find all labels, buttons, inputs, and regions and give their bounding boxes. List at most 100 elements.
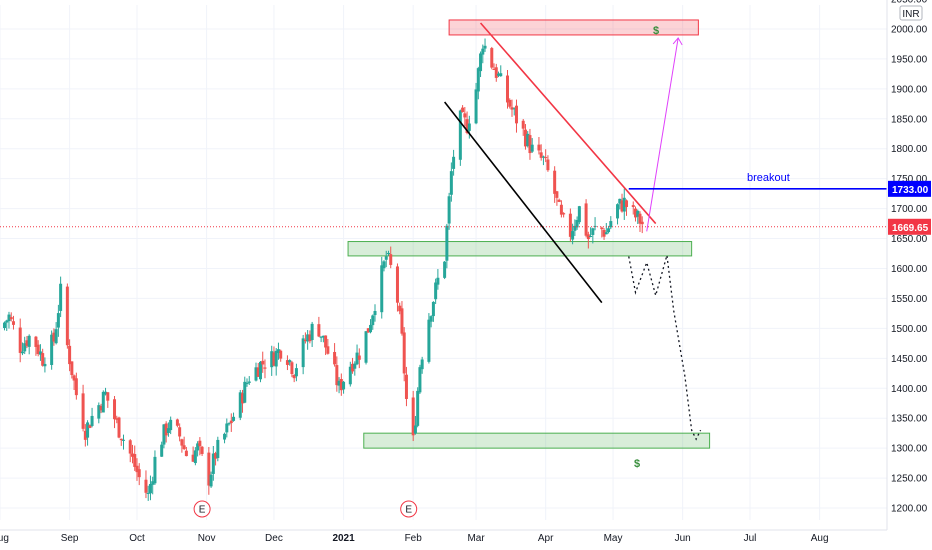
candle-body [214, 453, 218, 459]
candle-body [182, 445, 186, 450]
earnings-marker[interactable] [193, 500, 211, 518]
candle-body [254, 367, 258, 381]
candle-body [562, 213, 566, 215]
y-tick-label: 2000.00 [891, 24, 928, 35]
candle-body [160, 444, 164, 457]
x-tick-label: Oct [129, 533, 145, 544]
candle-body [20, 351, 24, 354]
candle-body [175, 419, 179, 426]
candle-body [418, 367, 422, 393]
candle-body [247, 381, 251, 383]
candle-body [245, 383, 249, 385]
candle-body [72, 375, 76, 381]
last-price-label: 1669.65 [892, 223, 929, 234]
candle-body [128, 440, 132, 454]
breakout-price-badge [888, 180, 931, 197]
x-tick-label: Jul [744, 533, 757, 544]
zone-bottom [363, 432, 711, 449]
candle-body [133, 454, 137, 467]
candle-body [285, 360, 289, 365]
candle-body [227, 423, 231, 425]
currency-badge[interactable]: INR [899, 5, 923, 21]
candle-body [447, 196, 451, 224]
candle-body [465, 119, 469, 133]
candle-body [54, 329, 58, 344]
candle-body [101, 391, 105, 413]
y-tick-label: 1950.00 [891, 54, 928, 65]
candle-body [310, 323, 314, 341]
candle-body [288, 360, 292, 363]
candle-body [395, 266, 399, 303]
candle-body [384, 256, 388, 260]
x-tick-label: Dec [265, 533, 283, 544]
candle-body [86, 422, 90, 438]
candle-body [5, 320, 9, 323]
candle-body [83, 430, 87, 440]
candle-body [25, 340, 29, 346]
candle-body [620, 200, 624, 212]
candle-body [636, 210, 640, 217]
candle-body [510, 107, 514, 110]
candle-body [355, 352, 359, 365]
y-tick-label: 1500.00 [891, 324, 928, 335]
candle-body [559, 204, 563, 215]
candle-body [490, 48, 494, 68]
candle-body [528, 135, 532, 154]
y-tick-label: 1800.00 [891, 144, 928, 155]
currency-badge-box [899, 5, 923, 21]
candle-body [90, 415, 94, 426]
candle-body [386, 252, 390, 255]
candle-body [402, 332, 406, 374]
x-tick-label: Sep [61, 533, 79, 544]
candle-body [481, 48, 485, 55]
candle-body [130, 453, 134, 457]
y-tick-label: 1900.00 [891, 84, 928, 95]
candle-body [449, 171, 453, 195]
candle-body [479, 53, 483, 72]
price-axis[interactable]: 1200.00 1250.00 1300.00 1350.00 1400.00 1450.… [886, 0, 928, 530]
time-axis[interactable]: Aug Sep Oct Nov Dec 2021 Feb Mar Apr May Jun Jul Aug [0, 529, 887, 544]
candle-body [573, 225, 577, 231]
currency-label: INR [902, 9, 919, 20]
x-tick-label: Nov [198, 533, 216, 544]
candle-body [335, 365, 339, 386]
bear-projection-path [628, 255, 702, 441]
candle-body [317, 324, 321, 337]
candle-body [274, 350, 278, 367]
candle-body [512, 108, 516, 110]
candle-body [339, 379, 343, 391]
candle-body [223, 433, 227, 440]
candle-body [544, 157, 548, 159]
candle-body [200, 446, 204, 454]
earnings-marker[interactable] [400, 500, 418, 518]
candle-body [276, 349, 280, 354]
candle-body [505, 75, 509, 103]
candle-body [196, 443, 200, 451]
y-tick-label: 1450.00 [891, 354, 928, 365]
candle-body [137, 469, 141, 478]
candle-body [270, 351, 274, 368]
candle-body [445, 225, 449, 261]
candle-body [530, 144, 534, 152]
candle-body [557, 199, 561, 202]
candle-body [81, 393, 85, 429]
y-tick-label: 1850.00 [891, 114, 928, 125]
candle-body [9, 317, 13, 320]
candle-body [36, 344, 40, 355]
candle-body [258, 361, 262, 380]
overlays-layer: breakout $ $ E E [0, 22, 887, 518]
candle-body [294, 368, 298, 377]
candle-body [398, 305, 402, 312]
candle-body [169, 419, 173, 431]
earnings-marker-label: E [199, 505, 206, 516]
candle-body [148, 484, 152, 494]
candle-body [452, 156, 456, 169]
candle-body [499, 73, 503, 77]
candle-body [184, 450, 188, 457]
candle-body [618, 198, 622, 204]
candle-body [229, 420, 233, 424]
zone-support [347, 241, 693, 257]
y-tick-label: 1750.00 [891, 174, 928, 185]
